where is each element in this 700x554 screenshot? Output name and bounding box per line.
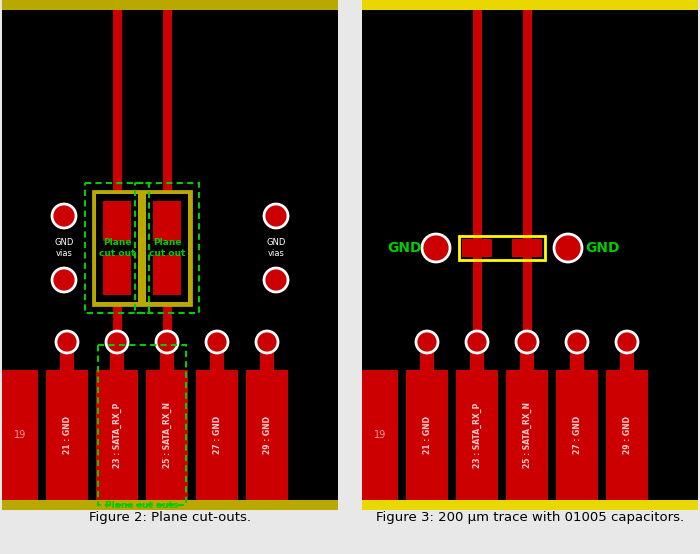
- Bar: [210, 352, 224, 370]
- Bar: [98, 345, 186, 505]
- Bar: [570, 352, 584, 370]
- Bar: [246, 370, 288, 500]
- Bar: [135, 183, 199, 313]
- Circle shape: [516, 331, 538, 353]
- Bar: [93, 191, 141, 305]
- Circle shape: [156, 331, 178, 353]
- Bar: [506, 370, 548, 500]
- Text: 23 : SATA_RX_P: 23 : SATA_RX_P: [113, 402, 122, 468]
- Bar: [103, 201, 131, 241]
- Circle shape: [256, 331, 278, 353]
- Circle shape: [554, 234, 582, 262]
- Text: 27 : GND: 27 : GND: [573, 416, 582, 454]
- Bar: [153, 201, 181, 241]
- Bar: [46, 370, 88, 500]
- Text: GND: GND: [584, 241, 620, 255]
- Circle shape: [56, 331, 78, 353]
- Bar: [420, 352, 434, 370]
- Bar: [113, 10, 122, 370]
- Text: Plane
cut out: Plane cut out: [99, 238, 135, 258]
- Bar: [2, 0, 338, 510]
- Bar: [96, 370, 138, 500]
- Bar: [146, 194, 188, 302]
- Text: Figure 3: 200 μm trace with 01005 capacitors.: Figure 3: 200 μm trace with 01005 capaci…: [376, 511, 684, 525]
- Text: 21 : GND: 21 : GND: [62, 416, 71, 454]
- Bar: [103, 255, 131, 295]
- Bar: [103, 255, 131, 295]
- Bar: [196, 370, 238, 500]
- Text: 25 : SATA_RX_N: 25 : SATA_RX_N: [162, 402, 172, 468]
- Bar: [456, 370, 498, 500]
- Bar: [523, 10, 532, 370]
- Bar: [362, 500, 698, 510]
- Circle shape: [416, 331, 438, 353]
- Bar: [473, 10, 482, 370]
- Bar: [96, 194, 138, 302]
- Bar: [362, 0, 698, 510]
- Bar: [620, 352, 634, 370]
- Bar: [556, 370, 598, 500]
- Text: 29 : GND: 29 : GND: [262, 416, 272, 454]
- Bar: [479, 239, 492, 257]
- Text: GND
vias: GND vias: [55, 238, 74, 258]
- Bar: [103, 201, 131, 241]
- Bar: [362, 370, 398, 500]
- Bar: [462, 239, 475, 257]
- Bar: [153, 201, 181, 241]
- Bar: [260, 352, 274, 370]
- Text: 27 : GND: 27 : GND: [213, 416, 221, 454]
- Circle shape: [466, 331, 488, 353]
- Bar: [606, 370, 648, 500]
- Bar: [2, 370, 38, 500]
- Bar: [520, 352, 534, 370]
- Circle shape: [206, 331, 228, 353]
- Bar: [110, 352, 124, 370]
- Bar: [153, 255, 181, 295]
- Bar: [459, 236, 545, 260]
- Bar: [529, 239, 542, 257]
- Text: Plane cut outs: Plane cut outs: [105, 501, 178, 510]
- Circle shape: [106, 331, 128, 353]
- Bar: [2, 0, 338, 10]
- Bar: [153, 255, 181, 295]
- Bar: [160, 352, 174, 370]
- Bar: [85, 183, 149, 313]
- Bar: [146, 370, 188, 500]
- Bar: [2, 500, 338, 510]
- Text: GND
vias: GND vias: [266, 238, 286, 258]
- Circle shape: [264, 268, 288, 292]
- Text: 21 : GND: 21 : GND: [423, 416, 431, 454]
- Circle shape: [566, 331, 588, 353]
- Text: GND: GND: [386, 241, 421, 255]
- Bar: [512, 239, 525, 257]
- Text: Plane
cut out: Plane cut out: [149, 238, 186, 258]
- Bar: [406, 370, 448, 500]
- Text: 25 : SATA_RX_N: 25 : SATA_RX_N: [522, 402, 531, 468]
- Bar: [362, 0, 698, 10]
- Text: Figure 2: Plane cut-outs.: Figure 2: Plane cut-outs.: [89, 511, 251, 525]
- Circle shape: [52, 268, 76, 292]
- Circle shape: [616, 331, 638, 353]
- Circle shape: [264, 204, 288, 228]
- Text: 19: 19: [14, 430, 26, 440]
- Bar: [60, 352, 74, 370]
- Text: 29 : GND: 29 : GND: [622, 416, 631, 454]
- Circle shape: [422, 234, 450, 262]
- Bar: [470, 352, 484, 370]
- Circle shape: [52, 204, 76, 228]
- Bar: [163, 10, 172, 370]
- Bar: [143, 191, 191, 305]
- Text: 19: 19: [374, 430, 386, 440]
- Text: 23 : SATA_RX_P: 23 : SATA_RX_P: [473, 402, 482, 468]
